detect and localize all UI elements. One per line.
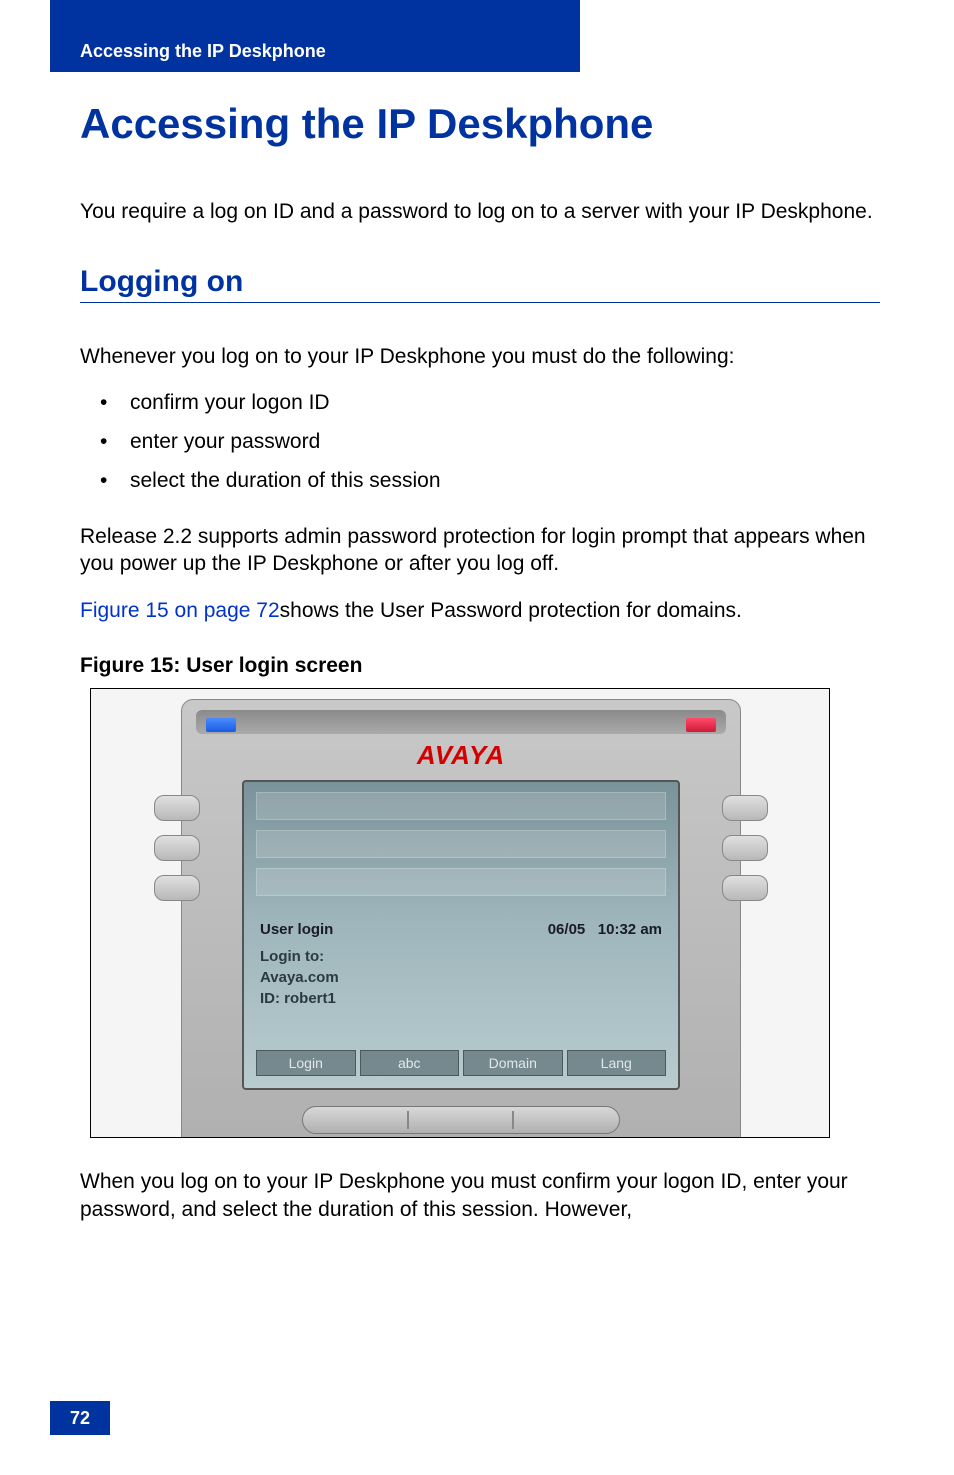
- led-blue-icon: [206, 718, 236, 732]
- screen-header: User login 06/05 10:32 am: [260, 921, 662, 938]
- figure-image: AVAYA User login 06/05 10:32 am Login t: [90, 688, 830, 1138]
- softkey-row: Login abc Domain Lang: [256, 1050, 666, 1076]
- softkey-login: Login: [256, 1050, 356, 1076]
- screen-line: Avaya.com: [260, 967, 662, 988]
- figure-reference: Figure 15 on page 72shows the User Passw…: [80, 597, 880, 624]
- list-item: confirm your logon ID: [100, 391, 880, 415]
- intro-paragraph: You require a log on ID and a password t…: [80, 198, 880, 225]
- side-button: [722, 835, 768, 861]
- figure-ref-rest: shows the User Password protection for d…: [280, 599, 742, 622]
- device-top-bar: [196, 710, 726, 734]
- section-heading: Logging on: [80, 265, 880, 303]
- figure-link[interactable]: Figure 15 on page 72: [80, 599, 280, 622]
- list-item: select the duration of this session: [100, 469, 880, 493]
- phone-device: AVAYA User login 06/05 10:32 am Login t: [181, 699, 741, 1138]
- led-red-icon: [686, 718, 716, 732]
- figure-caption: Figure 15: User login screen: [80, 654, 880, 678]
- screen-line-blank: [256, 792, 666, 820]
- screen-body: Login to: Avaya.com ID: robert1: [260, 946, 662, 1009]
- screen-time: 10:32 am: [598, 921, 662, 938]
- side-button: [154, 875, 200, 901]
- screen-line: ID: robert1: [260, 988, 662, 1009]
- side-button: [722, 795, 768, 821]
- page-content: Accessing the IP Deskphone You require a…: [80, 100, 880, 1223]
- softkey-domain: Domain: [463, 1050, 563, 1076]
- closing-paragraph: When you log on to your IP Deskphone you…: [80, 1168, 880, 1223]
- lead-text: Whenever you log on to your IP Deskphone…: [80, 343, 880, 370]
- page-number: 72: [50, 1401, 110, 1435]
- nav-bar: [302, 1106, 620, 1134]
- release-note: Release 2.2 supports admin password prot…: [80, 523, 880, 578]
- page-title: Accessing the IP Deskphone: [80, 100, 880, 148]
- softkey-abc: abc: [360, 1050, 460, 1076]
- device-screen: User login 06/05 10:32 am Login to: Avay…: [242, 780, 680, 1090]
- header-bar: Accessing the IP Deskphone: [50, 0, 580, 72]
- screen-line: Login to:: [260, 946, 662, 967]
- screen-line-blank: [256, 868, 666, 896]
- softkey-lang: Lang: [567, 1050, 667, 1076]
- screen-line-blank: [256, 830, 666, 858]
- screen-date: 06/05: [548, 921, 586, 938]
- breadcrumb: Accessing the IP Deskphone: [80, 41, 326, 62]
- side-button: [154, 795, 200, 821]
- side-button: [722, 875, 768, 901]
- list-item: enter your password: [100, 430, 880, 454]
- brand-logo: AVAYA: [182, 740, 740, 771]
- bullet-list: confirm your logon ID enter your passwor…: [100, 391, 880, 493]
- side-button: [154, 835, 200, 861]
- screen-title: User login: [260, 921, 333, 938]
